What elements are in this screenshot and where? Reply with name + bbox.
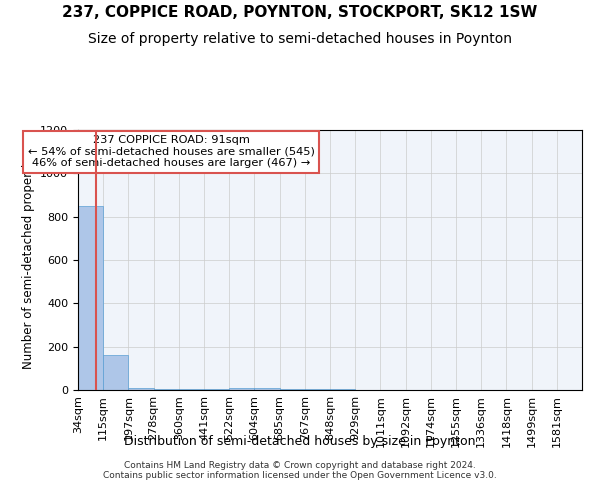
Y-axis label: Number of semi-detached properties: Number of semi-detached properties — [22, 150, 35, 370]
Bar — [179, 389, 204, 390]
Bar — [280, 389, 305, 390]
Bar — [229, 388, 254, 390]
Text: Distribution of semi-detached houses by size in Poynton: Distribution of semi-detached houses by … — [124, 435, 476, 448]
Bar — [78, 206, 103, 390]
Bar — [103, 356, 128, 390]
Bar — [204, 389, 229, 390]
Bar — [254, 388, 280, 390]
Bar — [330, 389, 355, 390]
Bar — [128, 388, 154, 390]
Text: Contains HM Land Registry data © Crown copyright and database right 2024.
Contai: Contains HM Land Registry data © Crown c… — [103, 460, 497, 480]
Text: Size of property relative to semi-detached houses in Poynton: Size of property relative to semi-detach… — [88, 32, 512, 46]
Text: 237 COPPICE ROAD: 91sqm
← 54% of semi-detached houses are smaller (545)
46% of s: 237 COPPICE ROAD: 91sqm ← 54% of semi-de… — [28, 135, 314, 168]
Text: 237, COPPICE ROAD, POYNTON, STOCKPORT, SK12 1SW: 237, COPPICE ROAD, POYNTON, STOCKPORT, S… — [62, 5, 538, 20]
Bar — [154, 389, 179, 390]
